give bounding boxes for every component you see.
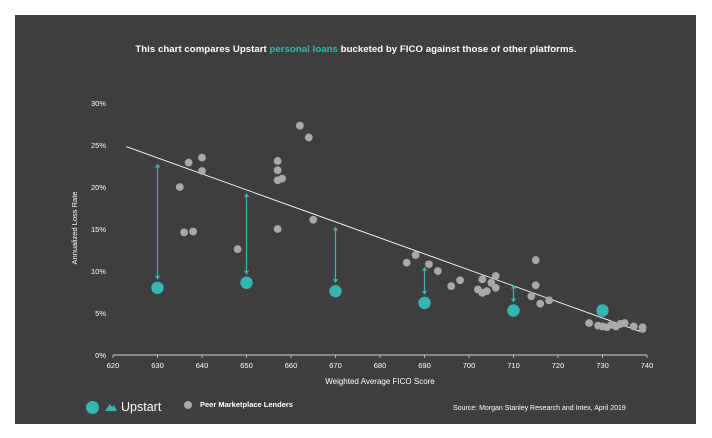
peer-point [456, 276, 464, 285]
gap-arrow-head-up [332, 226, 339, 231]
trendline-group [126, 146, 643, 333]
peer-point [491, 283, 500, 292]
peer-point [296, 121, 304, 130]
peer-point [198, 153, 206, 162]
gap-arrow-head-down [154, 275, 161, 280]
upstart-point [240, 276, 253, 289]
upstart-point [151, 281, 164, 294]
y-tick-label: 25% [91, 141, 106, 150]
title-text-end: bucketed by FICO against those of other … [337, 44, 577, 55]
gap-arrow-head-down [243, 270, 250, 275]
peers-legend-marker [184, 400, 192, 409]
peer-point [273, 166, 282, 175]
peer-point [278, 174, 286, 183]
x-axis-label: Weighted Average FICO Score [325, 377, 435, 386]
source-note: Source: Morgan Stanley Research and Inte… [453, 405, 626, 412]
peer-point [487, 278, 496, 287]
upstart-logo-icon [105, 404, 117, 411]
peer-point [585, 319, 594, 327]
upstart-point [329, 284, 342, 298]
peer-point [536, 299, 545, 308]
peer-point [491, 272, 500, 280]
peer-point [482, 287, 491, 296]
y-tick-label: 5% [95, 309, 106, 318]
peers-legend-label: Peer Marketplace Lenders [200, 400, 293, 409]
x-tick-label: 740 [641, 361, 654, 370]
peer-point [273, 157, 282, 165]
upstart-points [151, 276, 609, 317]
peer-point [545, 296, 553, 305]
peer-point [629, 322, 638, 331]
peer-point [447, 282, 456, 291]
peer-point [273, 225, 282, 233]
x-tick-label: 690 [418, 361, 431, 370]
gap-arrow-head-up [154, 163, 161, 168]
upstart-point [507, 304, 520, 317]
legend-upstart: Upstart [86, 400, 161, 414]
upstart-logo: Upstart [104, 400, 161, 414]
gap-arrow-head-up [243, 192, 250, 197]
peer-point [184, 158, 193, 167]
peer-point [531, 281, 540, 290]
peer-point [411, 251, 420, 259]
x-tick-label: 730 [596, 361, 609, 370]
gap-arrow-head-up [421, 266, 428, 271]
peer-point [309, 215, 318, 224]
y-tick-label: 30% [91, 99, 106, 108]
gap-arrow-head-down [332, 279, 339, 284]
x-tick-label: 630 [151, 361, 164, 370]
x-tick-label: 650 [240, 361, 253, 370]
peer-point [304, 133, 313, 142]
x-tick-label: 710 [507, 361, 520, 370]
chart-title: This chart compares Upstart personal loa… [0, 44, 712, 55]
upstart-point [418, 296, 431, 310]
peer-point [189, 227, 198, 236]
peer-point [425, 260, 433, 269]
gap-arrow-head-down [510, 298, 517, 303]
peer-point [402, 258, 411, 267]
y-axis-label: Annualized Loss Rate [70, 192, 79, 265]
peer-point [620, 319, 629, 327]
upstart-legend-label: Upstart [121, 400, 162, 414]
peer-point [478, 275, 487, 284]
gap-arrows [154, 163, 517, 303]
x-tick-label: 670 [329, 361, 342, 370]
y-tick-label: 15% [91, 225, 106, 234]
gap-arrow-head-up [510, 284, 517, 289]
x-tick-label: 680 [374, 361, 387, 370]
x-tick-label: 700 [463, 361, 476, 370]
gap-arrow-head-down [421, 290, 428, 295]
peer-point [433, 267, 442, 275]
title-highlight: personal loans [269, 44, 338, 55]
axes: 620 630 640 650 660 670 680 690 700 710 720 730 740 0… [91, 99, 653, 370]
y-tick-label: 0% [95, 351, 106, 360]
y-tick-label: 10% [91, 267, 106, 276]
x-tick-label: 640 [196, 361, 209, 370]
peer-point [638, 323, 647, 332]
peer-point [175, 183, 184, 191]
legend-peers: Peer Marketplace Lenders [184, 400, 293, 409]
title-text: This chart compares Upstart [135, 44, 270, 55]
peer-point [531, 256, 540, 264]
trendline [126, 146, 643, 333]
upstart-legend-marker [86, 400, 99, 414]
upstart-point [596, 304, 609, 317]
x-tick-label: 620 [107, 361, 120, 370]
chart-panel [15, 15, 696, 424]
x-tick-label: 720 [552, 361, 565, 370]
peer-point [233, 245, 242, 254]
peer-point [527, 292, 536, 301]
y-tick-label: 20% [91, 183, 106, 192]
peer-point [180, 228, 189, 237]
peer-point [198, 167, 206, 175]
peer-points [175, 121, 647, 333]
x-tick-label: 660 [285, 361, 298, 370]
